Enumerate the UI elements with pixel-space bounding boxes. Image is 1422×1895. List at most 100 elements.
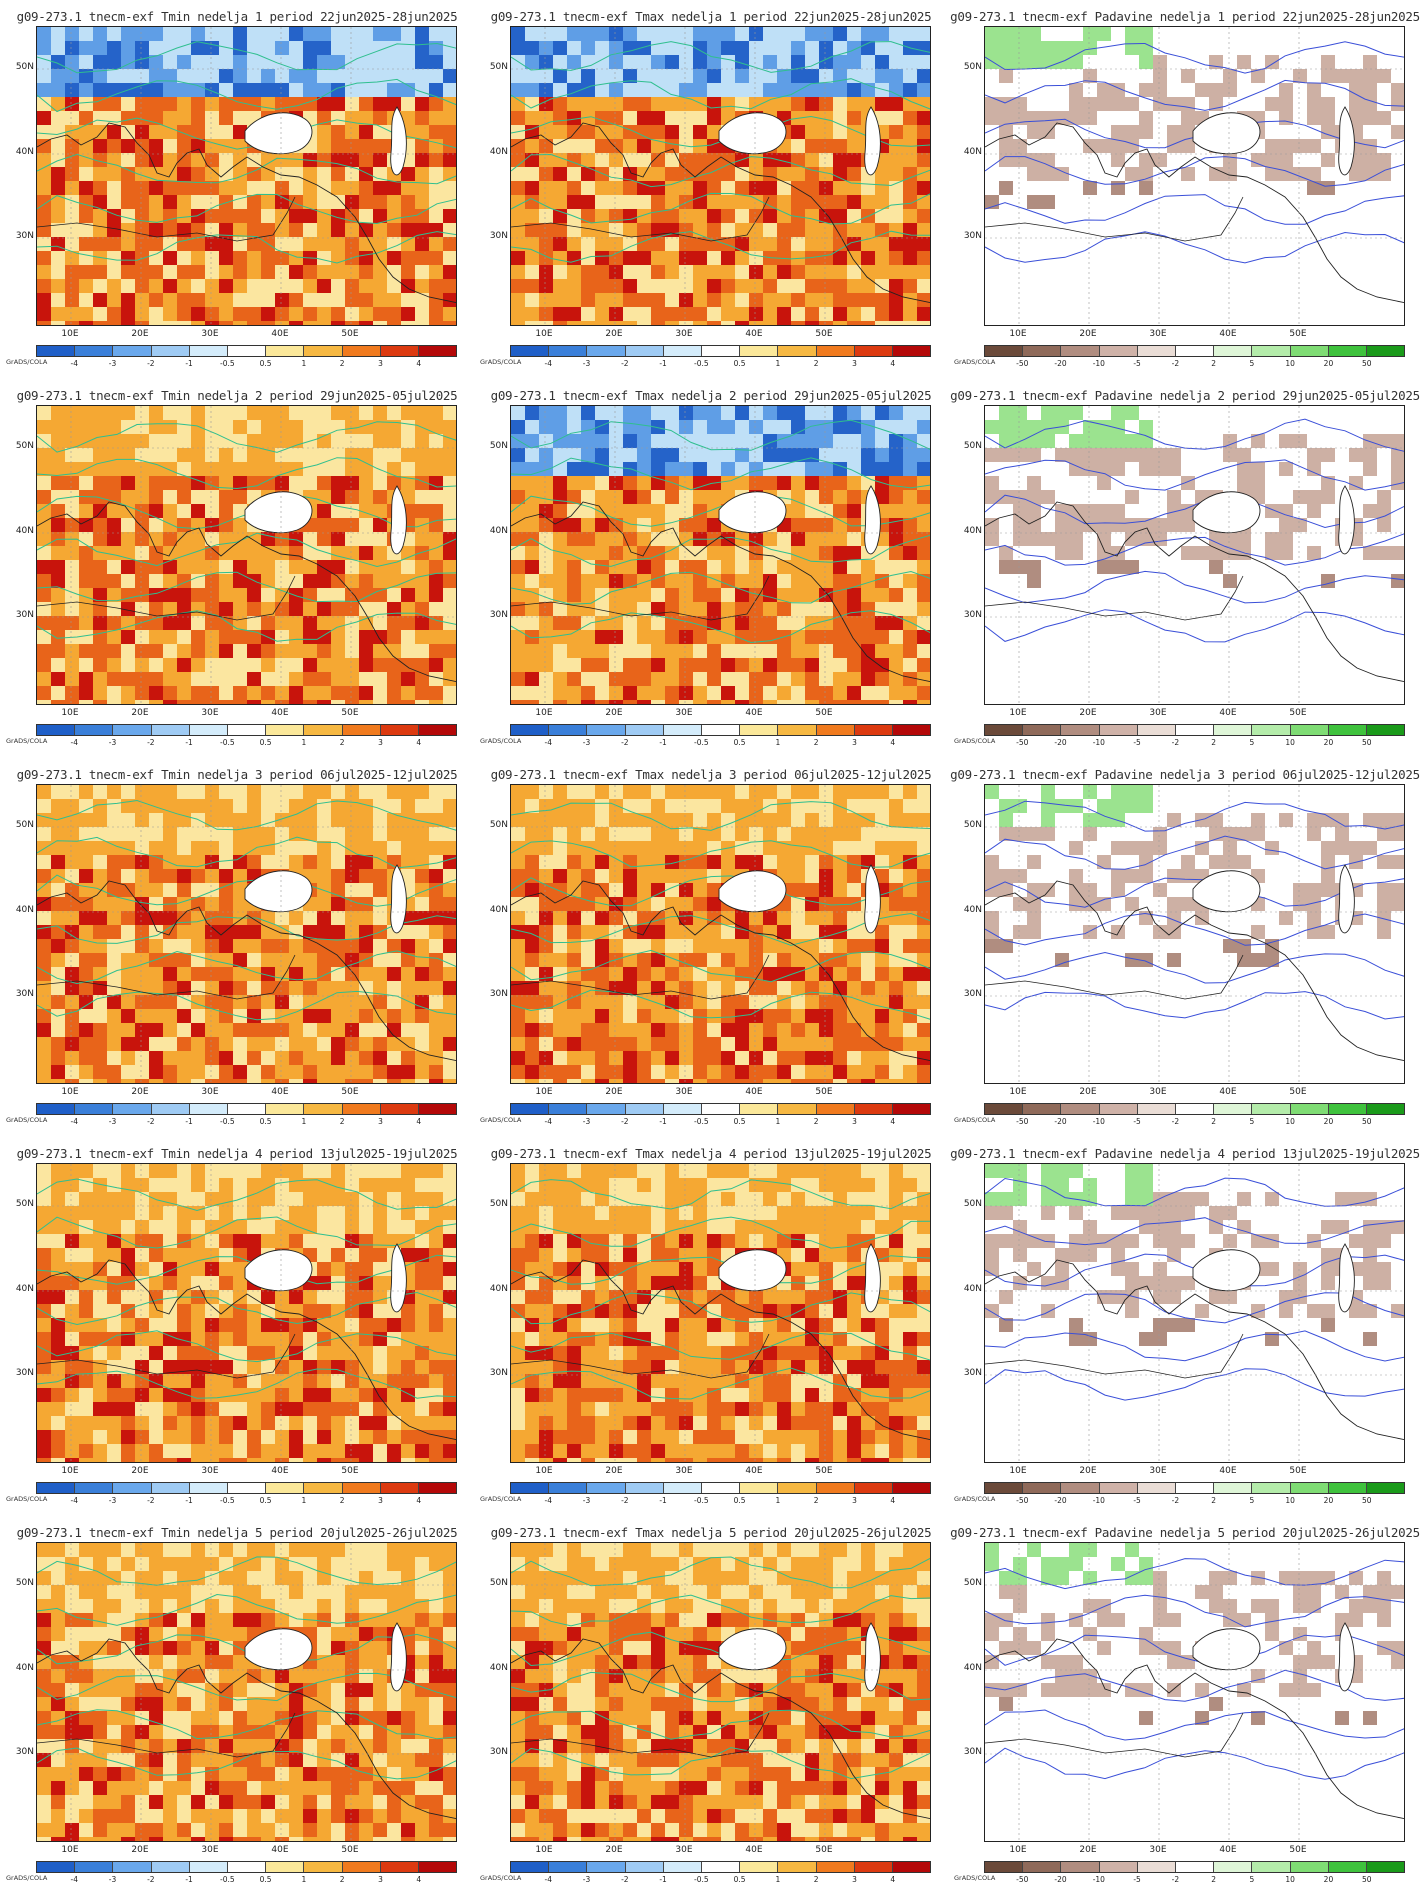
legend-swatch bbox=[1023, 1862, 1062, 1872]
legend-swatch bbox=[266, 725, 305, 735]
latitude-label: 40N bbox=[963, 526, 982, 536]
legend-swatch bbox=[380, 1104, 419, 1114]
longitude-label: 40E bbox=[271, 1466, 289, 1476]
legend-tick-label: -20 bbox=[1054, 1117, 1067, 1126]
legend-tick-label: 4 bbox=[416, 1875, 422, 1884]
legend-swatch bbox=[663, 1862, 702, 1872]
legend-swatch bbox=[587, 346, 626, 356]
latitude-label: 40N bbox=[963, 1663, 982, 1673]
legend-swatch bbox=[816, 725, 855, 735]
longitude-label: 10E bbox=[1009, 708, 1027, 718]
legend-tick-label: -50 bbox=[1016, 1117, 1029, 1126]
latitude-label: 50N bbox=[489, 820, 508, 830]
latitude-label: 30N bbox=[15, 231, 34, 241]
legend-swatch bbox=[227, 725, 267, 735]
legend-swatch bbox=[1214, 1104, 1253, 1114]
legend-tick-label: -2 bbox=[1171, 738, 1180, 747]
legend-swatch bbox=[342, 1104, 381, 1114]
legend-swatch bbox=[778, 1862, 817, 1872]
longitude-label: 20E bbox=[605, 1087, 623, 1097]
longitude-label: 10E bbox=[535, 1087, 553, 1097]
longitude-label: 20E bbox=[131, 1845, 149, 1855]
longitude-label: 20E bbox=[1079, 708, 1097, 718]
map-field bbox=[985, 1543, 1404, 1841]
legend-swatch bbox=[418, 1104, 457, 1114]
legend-tick-label: -0.5 bbox=[694, 359, 709, 368]
legend-tick-label: -1 bbox=[659, 1496, 667, 1505]
legend-swatch bbox=[587, 725, 626, 735]
legend-tick-label: 5 bbox=[1249, 1496, 1255, 1505]
legend-tick-label: 3 bbox=[852, 1117, 857, 1126]
map-field bbox=[511, 785, 930, 1083]
legend-swatch bbox=[854, 346, 893, 356]
latitude-label: 50N bbox=[963, 441, 982, 451]
forecast-map bbox=[984, 784, 1405, 1084]
latitude-label: 50N bbox=[963, 1578, 982, 1588]
legend-tick-label: 50 bbox=[1361, 1496, 1372, 1505]
longitude-label: 20E bbox=[605, 708, 623, 718]
legend-swatch bbox=[1137, 1483, 1176, 1493]
longitude-label: 30E bbox=[201, 329, 219, 339]
legend-swatch bbox=[701, 1104, 741, 1114]
latitude-label: 40N bbox=[15, 1663, 34, 1673]
legend-swatch bbox=[740, 1862, 779, 1872]
legend-tick-label: -5 bbox=[1133, 359, 1141, 368]
legend-tick-label: -1 bbox=[659, 359, 667, 368]
map-field bbox=[511, 27, 930, 325]
legend-swatch bbox=[113, 1862, 152, 1872]
legend-tick-label: -1 bbox=[185, 359, 193, 368]
forecast-panel: g09-273.1 tnecm-exf Padavine nedelja 4 p… bbox=[948, 1137, 1422, 1516]
forecast-panel: g09-273.1 tnecm-exf Tmax nedelja 5 perio… bbox=[474, 1516, 948, 1895]
legend-swatch bbox=[418, 1483, 457, 1493]
legend-swatch bbox=[113, 1483, 152, 1493]
legend-swatch bbox=[663, 1483, 702, 1493]
longitude-label: 20E bbox=[131, 1087, 149, 1097]
longitude-label: 10E bbox=[1009, 329, 1027, 339]
legend-swatch bbox=[1290, 1104, 1329, 1114]
legend-swatch bbox=[380, 346, 419, 356]
longitude-label: 30E bbox=[201, 1087, 219, 1097]
legend-swatch bbox=[1366, 1862, 1405, 1872]
legend-tick-label: 1 bbox=[775, 738, 781, 747]
panel-title: g09-273.1 tnecm-exf Tmin nedelja 5 perio… bbox=[16, 1525, 458, 1540]
longitude-label: 10E bbox=[61, 1087, 79, 1097]
legend-tick-label: -1 bbox=[185, 1496, 193, 1505]
color-legend bbox=[36, 1103, 457, 1115]
latitude-label: 40N bbox=[15, 526, 34, 536]
panel-title: g09-273.1 tnecm-exf Tmax nedelja 4 perio… bbox=[490, 1146, 932, 1161]
legend-swatch bbox=[511, 1483, 550, 1493]
legend-swatch bbox=[1290, 1862, 1329, 1872]
legend-tick-label: 3 bbox=[378, 1875, 383, 1884]
legend-tick-label: 2 bbox=[1211, 1496, 1217, 1505]
legend-tick-label: -2 bbox=[621, 1117, 629, 1126]
legend-swatch bbox=[1252, 346, 1291, 356]
legend-swatch bbox=[266, 1483, 305, 1493]
legend-swatch bbox=[151, 1104, 190, 1114]
legend-swatch bbox=[854, 1483, 893, 1493]
legend-tick-label: -4 bbox=[544, 738, 552, 747]
legend-swatch bbox=[816, 1862, 855, 1872]
longitude-label: 40E bbox=[1219, 329, 1237, 339]
latitude-label: 30N bbox=[15, 1368, 34, 1378]
legend-tick-label: 2 bbox=[813, 359, 819, 368]
legend-tick-label: 1 bbox=[301, 738, 307, 747]
legend-swatch bbox=[778, 1483, 817, 1493]
legend-tick-label: -0.5 bbox=[220, 1875, 235, 1884]
legend-swatch bbox=[985, 1104, 1024, 1114]
longitude-label: 40E bbox=[745, 1466, 763, 1476]
legend-swatch bbox=[418, 346, 457, 356]
color-legend bbox=[984, 1861, 1405, 1873]
legend-tick-label: -3 bbox=[582, 1117, 591, 1126]
legend-swatch bbox=[75, 1483, 114, 1493]
legend-swatch bbox=[1175, 725, 1215, 735]
legend-swatch bbox=[625, 1483, 664, 1493]
legend-swatch bbox=[189, 1104, 228, 1114]
legend-swatch bbox=[625, 1104, 664, 1114]
legend-tick-label: -4 bbox=[70, 1117, 78, 1126]
forecast-map bbox=[36, 784, 457, 1084]
panel-title: g09-273.1 tnecm-exf Tmax nedelja 1 perio… bbox=[490, 9, 932, 24]
legend-swatch bbox=[1214, 1862, 1253, 1872]
latitude-label: 30N bbox=[489, 1368, 508, 1378]
legend-tick-label: 3 bbox=[852, 738, 857, 747]
legend-tick-label: -20 bbox=[1054, 1875, 1067, 1884]
